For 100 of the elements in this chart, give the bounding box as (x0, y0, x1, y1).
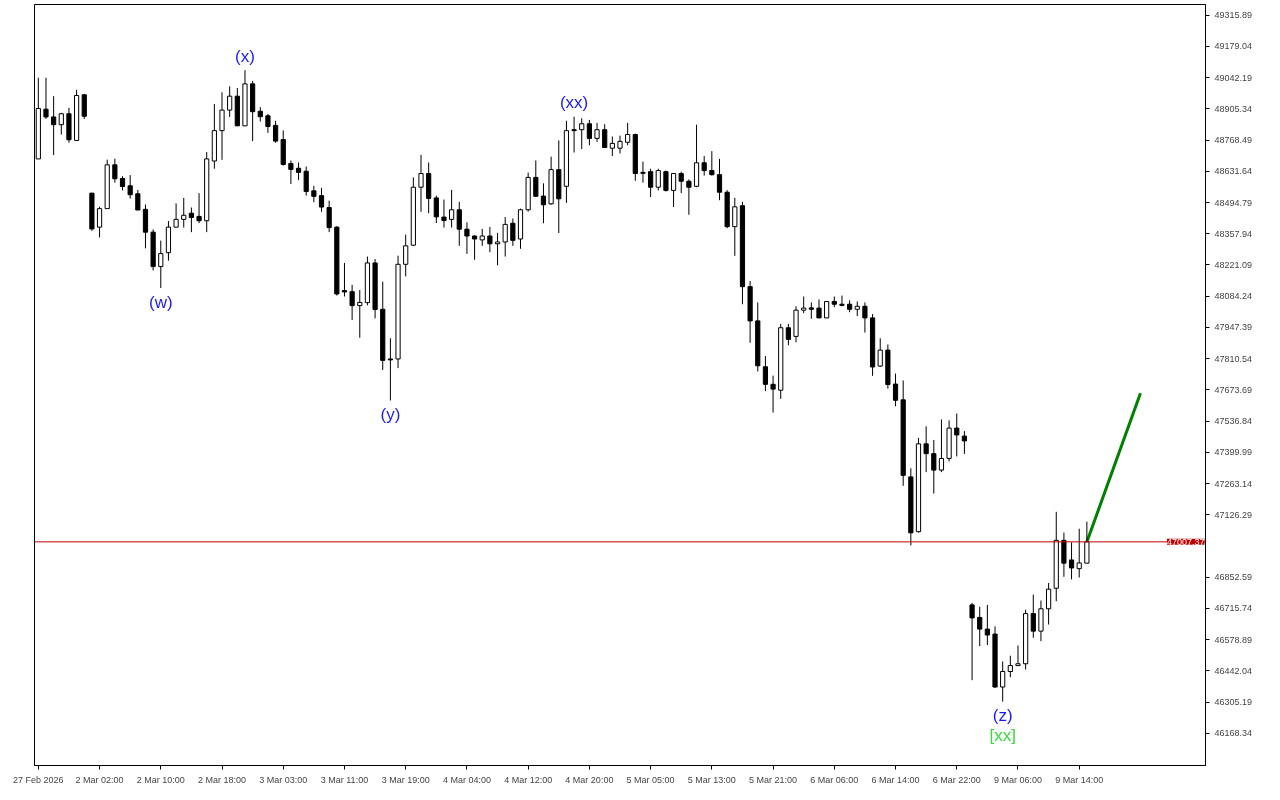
x-tick-label: 4 Mar 20:00 (565, 774, 614, 785)
candlestick (816, 298, 822, 319)
x-tick-label: 2 Mar 18:00 (198, 774, 247, 785)
candlestick (494, 232, 501, 266)
y-tick-label: 46715.74 (1214, 603, 1253, 614)
annotation: (y) (380, 405, 401, 424)
candlestick (441, 199, 447, 229)
ref-line-label: 47007.37 (1166, 536, 1205, 547)
candlestick (678, 171, 684, 194)
x-tick-label: 2 Mar 10:00 (136, 774, 185, 785)
candlestick (96, 206, 103, 238)
x-tick-label: 3 Mar 03:00 (259, 774, 308, 785)
y-tick-label: 48494.79 (1214, 197, 1253, 208)
candlestick (456, 201, 462, 247)
candlestick (586, 119, 592, 146)
candlestick (326, 200, 332, 233)
candlestick (227, 85, 233, 118)
y-tick-label: 47536.84 (1214, 416, 1253, 427)
candlestick (716, 158, 723, 201)
x-tick-label: 9 Mar 14:00 (1055, 774, 1104, 785)
x-tick-label: 3 Mar 11:00 (320, 774, 369, 785)
x-tick-label: 3 Mar 19:00 (381, 774, 430, 785)
candlestick (1084, 521, 1090, 564)
annotation: (w) (148, 292, 173, 312)
annotation: (xx) (559, 93, 589, 113)
y-tick-label: 48221.09 (1214, 259, 1253, 270)
candlestick (510, 217, 516, 247)
annotation: (z) (992, 706, 1013, 726)
candlestick (571, 116, 577, 154)
candlestick (655, 168, 661, 191)
candlestick (984, 604, 990, 646)
candlestick (602, 123, 608, 149)
candlestick (961, 430, 968, 455)
candlestick (303, 165, 309, 197)
candlestick (670, 173, 677, 208)
y-tick-label: 47126.29 (1214, 509, 1253, 520)
candlestick (349, 284, 355, 321)
x-tick-label: 4 Mar 04:00 (442, 774, 491, 785)
candlestick (839, 295, 845, 307)
candlestick (954, 413, 960, 457)
y-tick-label: 46852.59 (1214, 572, 1253, 583)
y-tick-label: 48905.34 (1214, 103, 1253, 114)
candlestick (81, 93, 87, 120)
candlestick (181, 197, 187, 229)
y-tick-label: 46442.04 (1214, 665, 1253, 676)
x-tick-label: 6 Mar 14:00 (871, 774, 920, 785)
x-tick-label: 5 Mar 13:00 (687, 774, 736, 785)
candlestick (931, 439, 937, 495)
candlestick (272, 120, 279, 144)
candlestick (502, 216, 508, 258)
candlestick (173, 202, 179, 228)
candlestick (464, 221, 470, 255)
candlestick (709, 150, 715, 177)
y-tick-label: 48357.94 (1214, 228, 1253, 239)
y-tick-label: 47947.39 (1214, 322, 1253, 333)
candlestick (625, 122, 631, 146)
candlestick (43, 77, 49, 120)
candlestick (403, 234, 409, 277)
annotation: (x) (235, 46, 255, 66)
candlestick (51, 95, 57, 156)
x-tick-label: 4 Mar 12:00 (504, 774, 553, 785)
candlestick (609, 136, 615, 157)
candlestick (693, 124, 700, 188)
candlestick (158, 240, 164, 289)
candlestick (923, 425, 929, 473)
candlestick (196, 192, 202, 224)
x-tick-label: 6 Mar 06:00 (810, 774, 859, 785)
candlestick (1076, 528, 1082, 579)
candlestick (640, 161, 646, 184)
candlestick (1046, 582, 1052, 626)
candlestick (311, 185, 317, 203)
candlestick (785, 323, 791, 346)
x-tick-label: 5 Mar 21:00 (749, 774, 798, 785)
annotation: [xx] (989, 726, 1016, 746)
candlestick (142, 204, 149, 249)
candlestick (877, 337, 883, 368)
candlestick (540, 182, 547, 224)
candlestick (770, 375, 776, 414)
candlestick (533, 160, 539, 197)
y-tick-label: 48768.49 (1214, 135, 1253, 146)
candlestick (1030, 594, 1036, 639)
candlestick (433, 195, 439, 224)
candlestick (892, 373, 899, 407)
candlestick (579, 117, 585, 150)
candlestick (341, 262, 348, 297)
candlestick (487, 226, 493, 253)
candlestick (617, 135, 623, 154)
candlestick (387, 337, 393, 401)
y-tick-label: 46168.34 (1214, 728, 1253, 739)
candlestick (732, 197, 738, 257)
y-tick-label: 49179.04 (1214, 41, 1253, 52)
y-tick-label: 49315.89 (1214, 10, 1253, 21)
candlestick (112, 158, 118, 184)
candlestick (1038, 600, 1044, 642)
y-tick-label: 47399.99 (1214, 447, 1253, 458)
candlestick (938, 418, 945, 473)
x-tick-label: 27 Feb 2026 (13, 774, 64, 785)
candlestick (1061, 532, 1067, 578)
candlestick (648, 168, 654, 198)
candlestick (288, 160, 294, 185)
